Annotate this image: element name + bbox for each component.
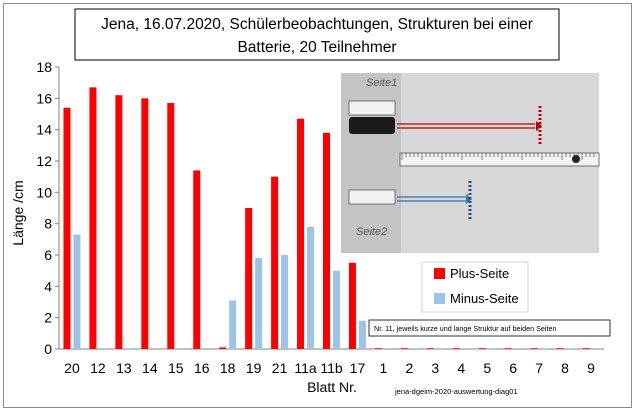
bar-plus-13 (115, 95, 123, 349)
chart-title-line-2: Batterie, 20 Teilnehmer (237, 39, 396, 56)
photo-label-top: Seite1 (366, 77, 397, 89)
legend: Plus-Seite Minus-Seite (421, 261, 529, 313)
bar-minus-9 (592, 348, 600, 349)
title-box (74, 8, 560, 61)
x-tick-label-12: 12 (90, 360, 106, 376)
battery (349, 117, 395, 134)
y-tick-label-0: 0 (44, 341, 52, 357)
bar-minus-11b (333, 270, 340, 349)
bar-minus-7 (540, 348, 548, 349)
x-axis-ticks: 20 12 13 14 15 16 18 19 21 11a 11b 17 1 2 3 4 5 6 7 8 9 (64, 360, 595, 376)
chart-title-line-1: Jena, 16.07.2020, Schülerbeobachtungen, … (101, 16, 533, 33)
bar-plus-1 (374, 348, 382, 349)
x-tick-label-18: 18 (220, 360, 236, 376)
bar-minus-20 (73, 234, 81, 349)
x-tick-label-15: 15 (168, 360, 184, 376)
bar-minus-13 (125, 348, 133, 349)
bar-plus-11a (297, 118, 305, 349)
bar-plus-3 (426, 348, 434, 349)
legend-label-plus: Plus-Seite (450, 266, 509, 281)
bar-plus-15 (167, 103, 175, 350)
y-tick-label-18: 18 (36, 59, 52, 75)
bar-plus-17 (348, 262, 356, 349)
bar-plus-11b (323, 132, 330, 349)
bar-plus-6 (504, 348, 512, 349)
bar-minus-19 (255, 258, 263, 349)
paper-strip-top (348, 100, 396, 116)
bar-minus-12 (99, 348, 107, 349)
x-tick-label-11b: 11b (320, 360, 343, 376)
x-tick-label-14: 14 (142, 360, 158, 376)
x-tick-label-4: 4 (457, 360, 465, 376)
y-tick-label-14: 14 (36, 122, 52, 138)
x-tick-label-13: 13 (116, 360, 132, 376)
x-tick-label-17: 17 (350, 360, 366, 376)
bar-plus-8 (556, 348, 564, 349)
y-axis-label: Länge /cm (10, 180, 26, 245)
bar-plus-2 (400, 348, 408, 349)
bar-plus-5 (478, 348, 486, 349)
legend-swatch-plus (434, 268, 445, 279)
y-tick-label-16: 16 (36, 90, 52, 106)
bar-plus-12 (89, 87, 97, 349)
bar-minus-5 (488, 348, 496, 349)
bar-plus-16 (193, 170, 201, 349)
photo-label-bottom: Seite2 (356, 226, 387, 238)
bar-minus-2 (410, 348, 418, 349)
bar-minus-3 (436, 348, 444, 349)
bar-plus-21 (271, 176, 279, 349)
bar-plus-19 (245, 208, 253, 349)
x-tick-label-9: 9 (587, 360, 595, 376)
x-tick-label-6: 6 (509, 360, 517, 376)
bar-plus-14 (141, 98, 149, 349)
annotation: Nr. 11, jeweils kurze und lange Struktur… (368, 319, 611, 337)
ruler-hinge (572, 155, 580, 163)
y-tick-label-2: 2 (44, 310, 52, 326)
bar-plus-20 (63, 107, 71, 349)
paper-strip-bottom (348, 189, 396, 205)
y-tick-label-6: 6 (44, 247, 52, 263)
bar-minus-18 (229, 300, 237, 349)
y-tick-label-8: 8 (44, 216, 52, 232)
bar-minus-1 (384, 348, 392, 349)
experiment-photo: Seite1 Seite2 (341, 73, 600, 253)
annotation-box (368, 319, 611, 337)
x-tick-label-16: 16 (194, 360, 210, 376)
x-tick-label-21: 21 (272, 360, 288, 376)
bar-plus-4 (452, 348, 460, 349)
bar-minus-4 (462, 348, 470, 349)
x-tick-label-20: 20 (64, 360, 80, 376)
bar-plus-7 (530, 348, 538, 349)
bar-minus-8 (566, 348, 574, 349)
y-tick-label-12: 12 (36, 153, 52, 169)
legend-swatch-minus (434, 293, 445, 304)
legend-label-minus: Minus-Seite (450, 291, 519, 306)
bar-minus-17 (358, 320, 366, 349)
bar-plus-9 (582, 348, 590, 349)
annotation-text: Nr. 11, jeweils kurze und lange Struktur… (374, 324, 556, 333)
y-axis-ticks: 0 2 4 6 8 10 12 14 16 18 (36, 59, 59, 357)
bars-group (63, 87, 600, 350)
x-tick-label-19: 19 (246, 360, 262, 376)
x-tick-label-8: 8 (561, 360, 569, 376)
y-tick-label-4: 4 (44, 278, 52, 294)
bar-minus-11a (307, 226, 315, 349)
x-tick-label-7: 7 (535, 360, 543, 376)
x-tick-label-5: 5 (483, 360, 491, 376)
x-tick-label-1: 1 (380, 360, 388, 376)
x-axis-label: Blatt Nr. (307, 379, 357, 395)
bar-minus-21 (281, 255, 289, 349)
bar-minus-6 (514, 348, 522, 349)
x-tick-label-11a: 11a (294, 360, 317, 376)
x-tick-label-2: 2 (405, 360, 413, 376)
x-tick-label-3: 3 (431, 360, 439, 376)
bar-plus-18 (219, 347, 227, 349)
footer-text: jena-dgeim-2020-auswertung-diag01 (394, 387, 518, 396)
y-tick-label-10: 10 (36, 184, 52, 200)
